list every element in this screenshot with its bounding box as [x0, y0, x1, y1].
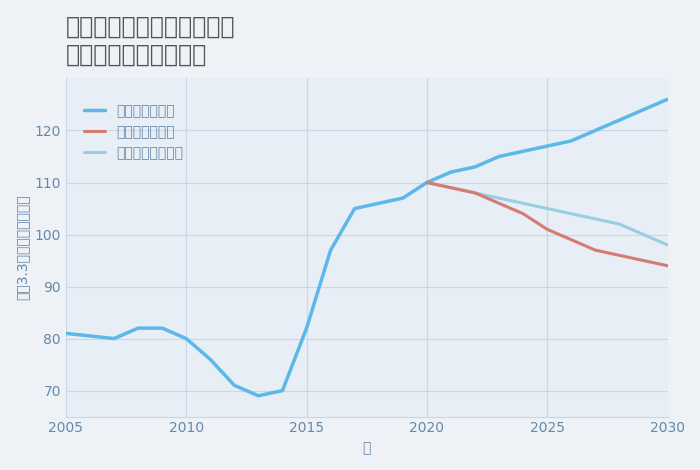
- Line: バッドシナリオ: バッドシナリオ: [427, 182, 668, 266]
- ノーマルシナリオ: [495, 196, 503, 201]
- グッドシナリオ: [351, 206, 359, 212]
- ノーマルシナリオ: [615, 221, 624, 227]
- グッドシナリオ: [62, 330, 70, 336]
- グッドシナリオ: [519, 149, 527, 154]
- バッドシナリオ: [471, 190, 480, 196]
- グッドシナリオ: [326, 247, 335, 253]
- ノーマルシナリオ: [519, 201, 527, 206]
- グッドシナリオ: [447, 169, 455, 175]
- グッドシナリオ: [279, 388, 287, 393]
- バッドシナリオ: [447, 185, 455, 190]
- グッドシナリオ: [158, 325, 167, 331]
- グッドシナリオ: [254, 393, 262, 399]
- ノーマルシナリオ: [591, 216, 599, 222]
- Line: ノーマルシナリオ: ノーマルシナリオ: [427, 182, 668, 245]
- バッドシナリオ: [639, 258, 648, 263]
- グッドシナリオ: [423, 180, 431, 185]
- グッドシナリオ: [471, 164, 480, 170]
- グッドシナリオ: [230, 383, 239, 388]
- グッドシナリオ: [374, 201, 383, 206]
- バッドシナリオ: [495, 201, 503, 206]
- Line: グッドシナリオ: グッドシナリオ: [66, 99, 668, 396]
- Legend: グッドシナリオ, バッドシナリオ, ノーマルシナリオ: グッドシナリオ, バッドシナリオ, ノーマルシナリオ: [79, 99, 189, 166]
- グッドシナリオ: [567, 138, 575, 144]
- グッドシナリオ: [86, 333, 94, 339]
- グッドシナリオ: [664, 96, 672, 102]
- X-axis label: 年: 年: [363, 441, 371, 455]
- バッドシナリオ: [543, 227, 552, 232]
- ノーマルシナリオ: [567, 211, 575, 217]
- グッドシナリオ: [302, 325, 311, 331]
- バッドシナリオ: [591, 247, 599, 253]
- ノーマルシナリオ: [543, 206, 552, 212]
- グッドシナリオ: [206, 357, 214, 362]
- ノーマルシナリオ: [639, 232, 648, 237]
- バッドシナリオ: [664, 263, 672, 268]
- バッドシナリオ: [567, 237, 575, 243]
- グッドシナリオ: [615, 117, 624, 123]
- Text: 大阪府大阪市北区神山町の
中古戸建ての価格推移: 大阪府大阪市北区神山町の 中古戸建ての価格推移: [66, 15, 235, 67]
- グッドシナリオ: [495, 154, 503, 159]
- グッドシナリオ: [398, 196, 407, 201]
- ノーマルシナリオ: [664, 242, 672, 248]
- ノーマルシナリオ: [423, 180, 431, 185]
- ノーマルシナリオ: [471, 190, 480, 196]
- グッドシナリオ: [639, 107, 648, 112]
- グッドシナリオ: [182, 336, 190, 341]
- グッドシナリオ: [543, 143, 552, 149]
- ノーマルシナリオ: [447, 185, 455, 190]
- グッドシナリオ: [134, 325, 142, 331]
- バッドシナリオ: [519, 211, 527, 217]
- バッドシナリオ: [423, 180, 431, 185]
- Y-axis label: 坪（3.3㎡）単価（万円）: 坪（3.3㎡）単価（万円）: [15, 195, 29, 300]
- グッドシナリオ: [110, 336, 118, 341]
- グッドシナリオ: [591, 128, 599, 133]
- バッドシナリオ: [615, 252, 624, 258]
